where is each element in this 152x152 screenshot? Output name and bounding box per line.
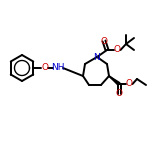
Text: NH: NH bbox=[51, 64, 65, 73]
Text: O: O bbox=[100, 36, 107, 45]
Text: O: O bbox=[41, 64, 48, 73]
Text: O: O bbox=[114, 45, 121, 55]
Text: O: O bbox=[126, 79, 133, 88]
Text: N: N bbox=[94, 52, 100, 62]
Text: O: O bbox=[116, 90, 123, 98]
Polygon shape bbox=[109, 76, 120, 85]
